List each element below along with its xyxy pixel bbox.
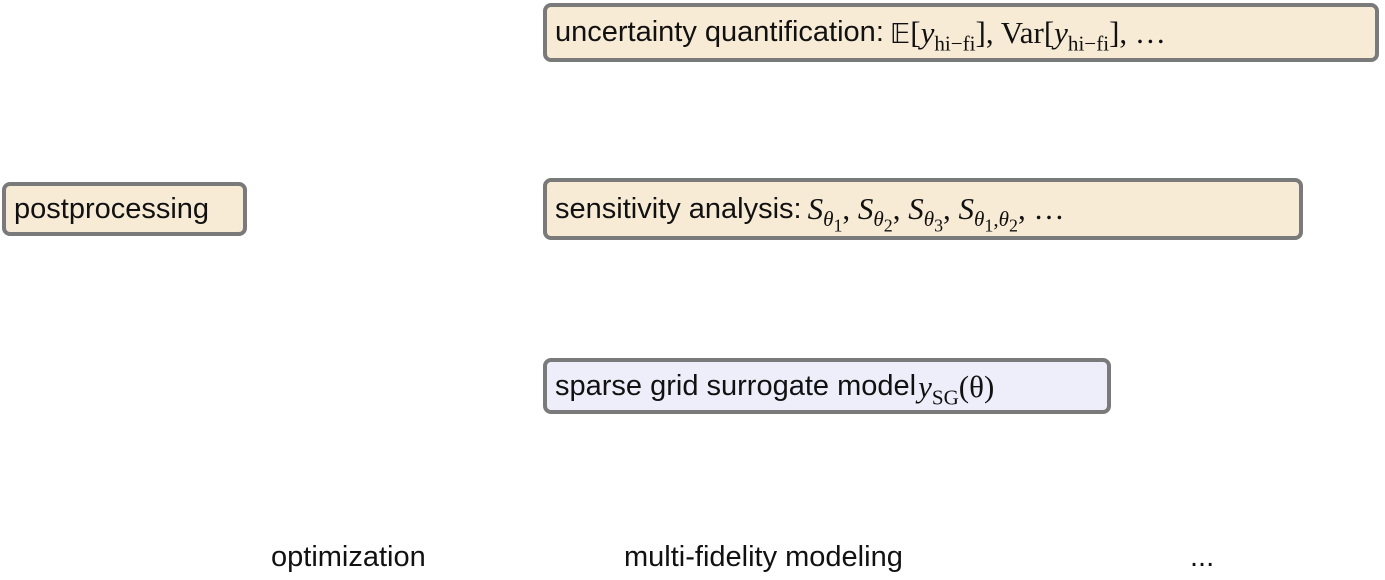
sensitivity-analysis-formula: Sθ1, Sθ2, Sθ3, Sθ1,θ2, … (807, 190, 1065, 236)
sg-subscript: SG (931, 384, 959, 409)
sensitivity-analysis-box: sensitivity analysis: Sθ1, Sθ2, Sθ3, Sθ1… (543, 178, 1303, 240)
ellipsis-label: ... (1190, 541, 1215, 573)
uncertainty-quantification-formula: 𝔼[yhi−fi], Var[yhi−fi], … (889, 15, 1166, 56)
optimization-label: optimization (271, 541, 426, 573)
theta-4a: θ (974, 207, 985, 231)
index-3: 3 (934, 215, 944, 236)
theta-2: θ (873, 207, 884, 231)
index-2: 2 (883, 215, 893, 236)
sg-variable: y (918, 368, 932, 404)
index-4a: 1 (984, 215, 994, 236)
uq-subscript-2: hi−fi (1067, 31, 1110, 56)
uncertainty-quantification-label: uncertainty quantification: (555, 16, 884, 48)
theta-1: θ (823, 207, 834, 231)
theta-4b: θ (998, 207, 1009, 231)
expectation-symbol: 𝔼 (889, 17, 911, 50)
postprocessing-label: postprocessing (14, 192, 210, 225)
index-1: 1 (833, 215, 843, 236)
variance-operator: Var (1000, 15, 1044, 50)
sparse-grid-surrogate-box: sparse grid surrogate model ySG(θ) (543, 358, 1111, 414)
uq-variable-2: y (1054, 15, 1068, 50)
sparse-grid-surrogate-label: sparse grid surrogate model (555, 369, 917, 402)
uq-ellipsis: … (1134, 15, 1166, 50)
postprocessing-box: postprocessing (2, 182, 247, 236)
sa-ellipsis: … (1033, 190, 1065, 226)
sobol-symbol-4: S (958, 190, 975, 226)
index-4b: 2 (1008, 215, 1018, 236)
uq-variable-1: y (920, 15, 935, 50)
sg-argument: θ (969, 368, 984, 404)
sobol-symbol-3: S (908, 190, 924, 226)
sensitivity-analysis-label: sensitivity analysis: (555, 192, 802, 225)
sparse-grid-formula: ySG(θ) (918, 368, 995, 409)
uncertainty-quantification-box: uncertainty quantification: 𝔼[yhi−fi], V… (543, 3, 1379, 62)
sobol-symbol-2: S (857, 190, 874, 226)
theta-3: θ (923, 207, 935, 231)
uq-subscript-1: hi−fi (934, 31, 976, 56)
multi-fidelity-modeling-label: multi-fidelity modeling (624, 541, 903, 573)
sobol-symbol-1: S (807, 190, 824, 226)
